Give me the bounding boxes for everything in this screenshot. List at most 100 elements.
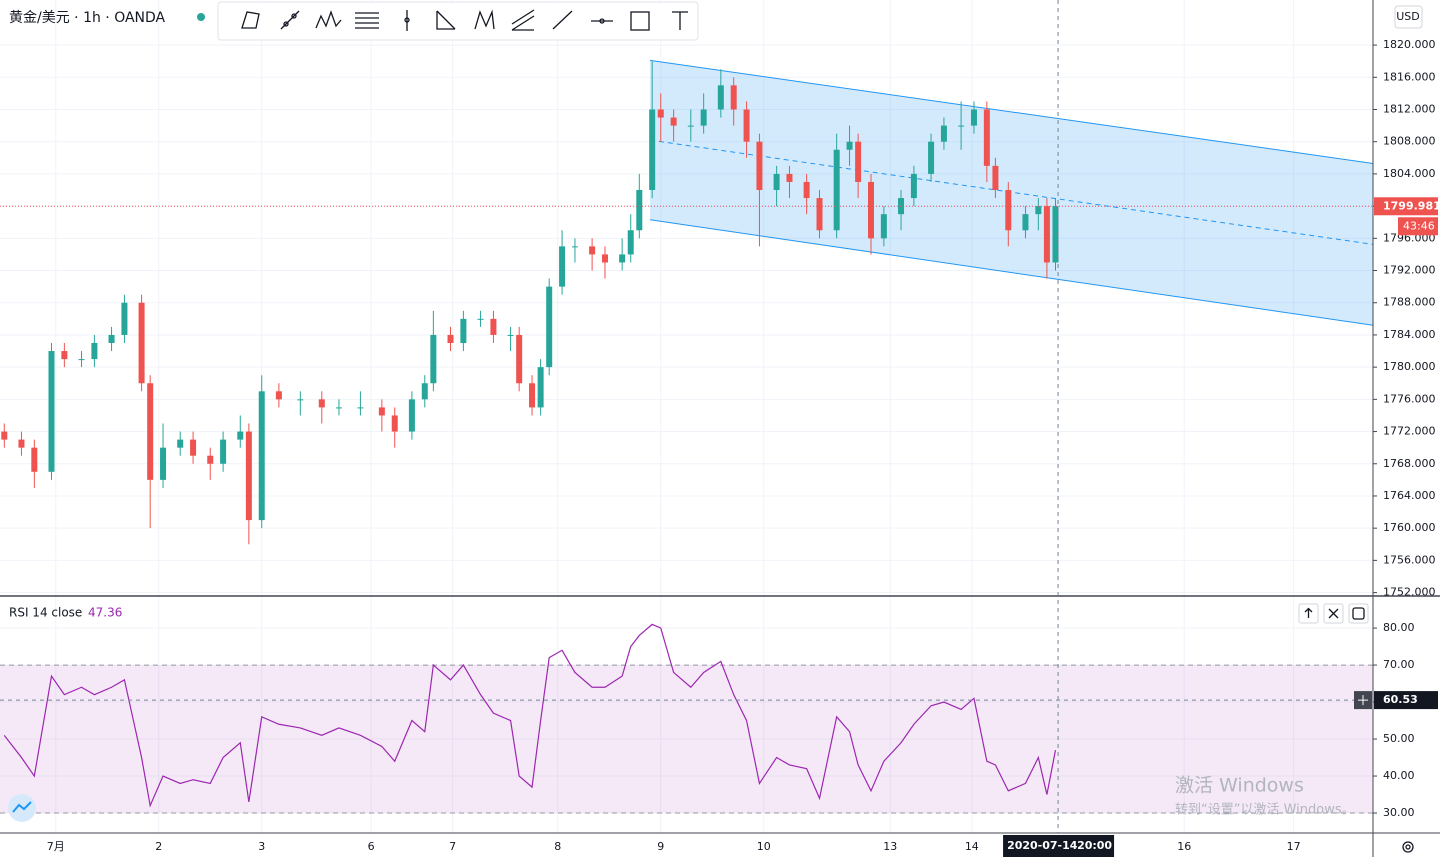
- watermark: 转到“设置”以激活 Windows。: [1175, 803, 1355, 818]
- candle-body: [601, 254, 608, 263]
- candle-body: [335, 407, 342, 409]
- crosshair-add-icon: [1358, 695, 1368, 706]
- tool-hline[interactable]: [591, 18, 613, 24]
- candle-body: [408, 399, 415, 432]
- candle-body: [1035, 206, 1042, 215]
- market-status: [197, 13, 205, 21]
- channel-lower: [649, 219, 1374, 326]
- candle-body: [160, 447, 167, 480]
- x-tick-label: 10: [757, 840, 771, 853]
- candle-body: [447, 334, 454, 343]
- candle-body: [1022, 214, 1029, 231]
- candle-body: [687, 125, 694, 127]
- candle-body: [1052, 206, 1059, 263]
- rsi-current: 47.36: [88, 606, 122, 620]
- candle-body: [619, 254, 626, 263]
- candle-body: [275, 391, 282, 400]
- candle-body: [1, 431, 8, 440]
- tool-angle[interactable]: [436, 10, 456, 30]
- candle-body: [970, 109, 977, 126]
- x-tick-label: 16: [1177, 840, 1191, 853]
- tool-text[interactable]: [672, 11, 688, 30]
- candle-body: [318, 399, 325, 408]
- candle-body: [559, 246, 566, 287]
- tool-channel[interactable]: [511, 9, 535, 31]
- rsi-band: [0, 665, 1373, 814]
- countdown-box: [1398, 217, 1438, 236]
- candle-body: [833, 149, 840, 231]
- crosshair-time-box: [1003, 835, 1115, 857]
- candle-body: [1043, 206, 1050, 263]
- tool-xabcd[interactable]: [474, 9, 495, 30]
- y-tick-label: 1772.000: [1383, 425, 1436, 438]
- candle-body: [78, 359, 85, 361]
- candle-body: [91, 342, 98, 360]
- candle-body: [207, 455, 214, 464]
- x-tick-label: 7: [449, 840, 456, 853]
- candle-body: [421, 383, 428, 400]
- candle-body: [816, 198, 823, 231]
- tool-trend[interactable]: [280, 10, 300, 30]
- tool-fib[interactable]: [355, 12, 379, 29]
- settings[interactable]: [1402, 841, 1414, 853]
- candle-body: [670, 117, 677, 126]
- candle-body: [880, 214, 887, 239]
- channel-upper: [649, 59, 1374, 164]
- y-tick-label: 1820.000: [1383, 38, 1436, 51]
- y-tick-label: 1756.000: [1383, 553, 1436, 566]
- x-tick-label: 17: [1287, 840, 1301, 853]
- channel-mid: [649, 139, 1374, 245]
- y-tick-label: 1808.000: [1383, 135, 1436, 148]
- y-tick-label: 1812.000: [1383, 102, 1436, 115]
- candle-body: [756, 141, 763, 191]
- tool-line[interactable]: [552, 10, 573, 30]
- candle-body: [1005, 190, 1012, 231]
- y-tick-label: 50.00: [1383, 732, 1415, 745]
- currency: USD: [1396, 10, 1420, 23]
- y-tick-label: 1780.000: [1383, 360, 1436, 373]
- countdown-label: 43:46: [1403, 219, 1435, 232]
- candle-body: [391, 415, 398, 432]
- x-tick-label: 8: [554, 840, 561, 853]
- candle-body: [992, 165, 999, 191]
- crosshair-value-label: 60.53: [1383, 693, 1418, 706]
- y-tick-label: 1804.000: [1383, 167, 1436, 180]
- symbol-title[interactable]: 黄金/美元 · 1h · OANDA: [9, 9, 166, 26]
- y-tick-label: 1760.000: [1383, 521, 1436, 534]
- y-tick-label: 1816.000: [1383, 70, 1436, 83]
- candle-body: [430, 334, 437, 384]
- logo-mark: [12, 801, 32, 813]
- candle-body: [61, 351, 68, 360]
- candle-body: [490, 318, 497, 335]
- candle-body: [190, 439, 197, 456]
- candle-body: [537, 367, 544, 408]
- x-tick-label: 9: [657, 840, 664, 853]
- candle-body: [357, 407, 364, 409]
- y-tick-label: 1776.000: [1383, 392, 1436, 405]
- candle-body: [958, 125, 965, 127]
- x-tick-label: 14: [965, 840, 979, 853]
- candle-body: [516, 334, 523, 384]
- y-tick-label: 30.00: [1383, 806, 1415, 819]
- candle-body: [700, 109, 707, 126]
- candle-body: [910, 173, 917, 199]
- watermark: 激活 Windows: [1175, 775, 1304, 797]
- tool-vline[interactable]: [404, 10, 410, 31]
- candle-body: [636, 190, 643, 231]
- candle-body: [571, 246, 578, 248]
- tool-pattern[interactable]: [315, 10, 342, 29]
- candle-body: [786, 173, 793, 182]
- crosshair-value-box: [1374, 691, 1438, 710]
- x-tick-label: 2: [155, 840, 162, 853]
- candle-body: [177, 439, 184, 448]
- drawing-toolbar: [217, 1, 699, 41]
- tool-rect-pattern[interactable]: [241, 11, 260, 29]
- currency-badge[interactable]: [1394, 5, 1423, 29]
- x-tick-label: 7月: [47, 840, 65, 853]
- tool-box[interactable]: [630, 11, 650, 31]
- maximize-pane[interactable]: [1348, 603, 1369, 624]
- x-tick-label: 13: [883, 840, 897, 853]
- y-tick-label: 40.00: [1383, 769, 1415, 782]
- candle-body: [898, 198, 905, 215]
- candle-body: [529, 383, 536, 408]
